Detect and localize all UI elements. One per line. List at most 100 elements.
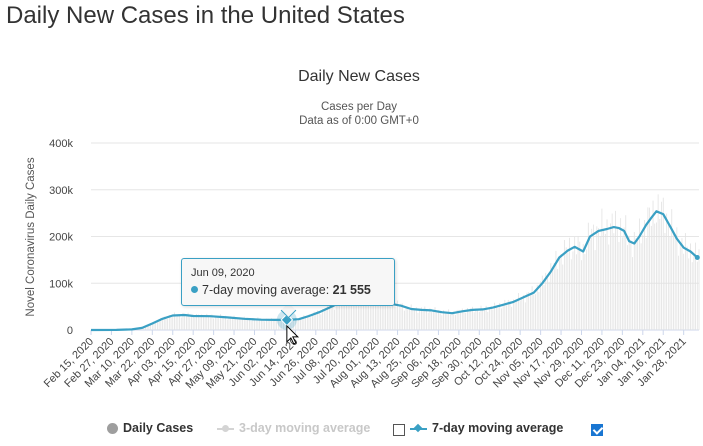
- legend-item-daily-cases[interactable]: Daily Cases: [107, 421, 193, 435]
- daily-bar: [497, 308, 499, 330]
- daily-bar: [506, 305, 507, 330]
- chart-title: Daily New Cases: [298, 68, 420, 85]
- daily-bar: [323, 310, 325, 330]
- legend-item-3-day-average[interactable]: 3-day moving average: [217, 421, 370, 435]
- y-tick-label: 100k: [49, 278, 73, 290]
- daily-bar: [540, 281, 542, 330]
- daily-bar: [371, 303, 373, 330]
- legend-item-7-day-average[interactable]: 7-day moving average: [410, 421, 563, 435]
- daily-bar: [555, 250, 557, 330]
- daily-bar: [221, 316, 223, 330]
- daily-bar: [339, 304, 341, 330]
- daily-bar: [392, 301, 393, 330]
- daily-bar: [443, 310, 444, 330]
- daily-bar: [644, 220, 645, 330]
- daily-bar: [157, 322, 158, 330]
- daily-bar: [593, 224, 594, 330]
- daily-bar: [385, 305, 387, 330]
- daily-bar: [255, 319, 257, 330]
- daily-bar: [417, 312, 419, 330]
- daily-bar: [296, 320, 298, 330]
- daily-bar: [473, 312, 475, 330]
- moving-average-7-line: [90, 210, 699, 332]
- daily-bar: [623, 227, 625, 330]
- daily-bar: [524, 302, 526, 330]
- daily-bar: [550, 263, 552, 330]
- daily-bar: [669, 236, 671, 330]
- daily-bar: [337, 301, 339, 330]
- daily-bar: [538, 292, 540, 330]
- daily-bar: [352, 302, 354, 330]
- daily-bar: [516, 301, 518, 330]
- tooltip-value: 21 555: [332, 283, 371, 297]
- daily-bar: [451, 313, 453, 330]
- daily-bar: [470, 308, 472, 330]
- daily-bar: [192, 314, 194, 330]
- daily-bar: [204, 317, 206, 330]
- daily-bar: [438, 310, 439, 330]
- daily-bar: [449, 314, 451, 330]
- daily-bar: [344, 303, 346, 330]
- daily-bar: [642, 234, 644, 330]
- daily-bar: [468, 311, 470, 330]
- daily-bar: [439, 311, 441, 330]
- daily-bar: [526, 292, 528, 330]
- daily-bar: [191, 316, 192, 330]
- daily-bar: [432, 310, 434, 330]
- daily-cases-bars: [90, 194, 700, 330]
- daily-bar: [562, 264, 564, 330]
- daily-bar: [276, 318, 278, 330]
- daily-bar: [320, 314, 322, 330]
- daily-bar: [300, 318, 301, 330]
- daily-bar: [225, 315, 226, 330]
- daily-bar: [269, 320, 271, 330]
- daily-bar: [347, 304, 349, 330]
- daily-bar: [291, 319, 293, 330]
- daily-bar: [402, 303, 404, 330]
- daily-bar: [686, 246, 688, 330]
- daily-bar: [373, 294, 375, 330]
- daily-bar: [235, 317, 237, 330]
- daily-bar: [603, 230, 605, 330]
- daily-bar: [179, 314, 180, 330]
- daily-bar: [248, 318, 250, 330]
- daily-bar: [145, 326, 146, 330]
- daily-bar: [272, 320, 274, 330]
- daily-bar: [301, 319, 303, 330]
- daily-bar: [477, 310, 478, 330]
- daily-bar: [165, 317, 167, 330]
- daily-bar: [579, 241, 581, 330]
- daily-bar: [395, 306, 397, 330]
- daily-bar: [511, 306, 513, 330]
- daily-bar: [586, 249, 587, 330]
- daily-bar: [565, 247, 567, 330]
- tooltip-series-dot: [191, 286, 198, 293]
- daily-bar: [196, 313, 197, 330]
- daily-bar: [153, 323, 155, 330]
- y-tick-label: 0: [67, 325, 73, 337]
- daily-bar: [168, 315, 170, 330]
- daily-bar: [598, 228, 599, 330]
- checkbox-7-day-average[interactable]: [591, 424, 603, 436]
- daily-bar: [615, 210, 616, 330]
- daily-bar: [187, 312, 189, 330]
- daily-bar: [667, 225, 669, 330]
- daily-bar: [587, 222, 589, 330]
- daily-bar: [213, 318, 215, 330]
- daily-bar: [594, 250, 596, 330]
- daily-bar: [621, 237, 623, 330]
- daily-bar: [208, 316, 209, 330]
- daily-bar: [220, 314, 221, 330]
- daily-bar: [604, 233, 606, 330]
- daily-bar: [293, 319, 295, 330]
- checkbox-3-day-average[interactable]: [393, 424, 405, 436]
- daily-bar: [448, 309, 450, 330]
- daily-bar: [547, 277, 548, 330]
- daily-bar: [294, 317, 296, 330]
- daily-bar: [453, 311, 455, 330]
- daily-bar: [521, 297, 523, 330]
- daily-bar: [610, 223, 611, 330]
- y-tick-label: 200k: [49, 232, 73, 244]
- daily-bar: [197, 314, 199, 330]
- daily-bar: [494, 302, 496, 330]
